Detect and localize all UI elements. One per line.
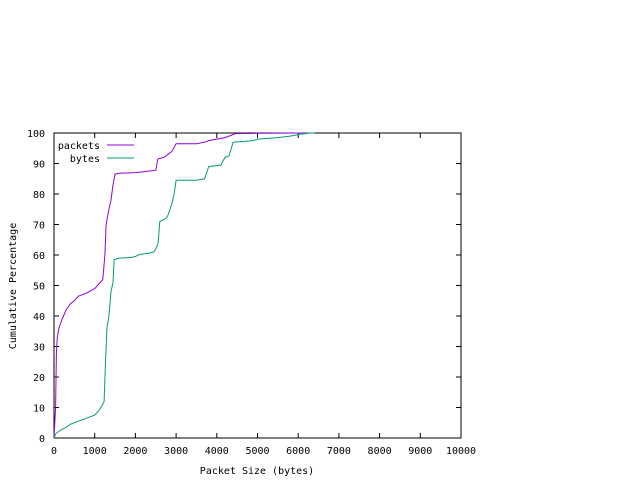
legend-label-bytes: bytes	[70, 154, 100, 165]
axis-ticks: 0 1000 2000 3000 4000 5000 6000 7000 8000 9000 100…	[27, 129, 476, 457]
y-tick-label: 50	[33, 282, 45, 293]
x-tick-label: 4000	[205, 446, 229, 457]
y-tick-label: 100	[27, 129, 45, 140]
x-tick-label: 3000	[164, 446, 188, 457]
y-tick-label: 70	[33, 221, 45, 232]
x-tick-label: 8000	[368, 446, 392, 457]
y-tick-label: 0	[39, 434, 45, 445]
x-tick-label: 0	[51, 446, 57, 457]
y-axis-label: Cumulative Percentage	[8, 223, 19, 349]
x-tick-label: 5000	[245, 446, 269, 457]
y-tick-label: 80	[33, 190, 45, 201]
y-tick-label: 20	[33, 373, 45, 384]
x-axis-label: Packet Size (bytes)	[200, 466, 314, 477]
x-tick-label: 2000	[123, 446, 147, 457]
x-tick-label: 6000	[286, 446, 310, 457]
x-tick-label: 1000	[83, 446, 107, 457]
series-line-packets	[53, 132, 311, 439]
plot-frame	[53, 132, 462, 439]
x-tick-label: 9000	[408, 446, 432, 457]
x-tick-label: 7000	[327, 446, 351, 457]
series-layer	[53, 132, 315, 439]
y-tick-label: 10	[33, 404, 45, 415]
legend-label-packets: packets	[58, 141, 100, 152]
legend: packets bytes	[58, 141, 134, 165]
series-line-bytes	[53, 132, 315, 439]
y-tick-label: 40	[33, 312, 45, 323]
y-tick-label: 60	[33, 251, 45, 262]
y-tick-label: 30	[33, 343, 45, 354]
y-tick-label: 90	[33, 160, 45, 171]
x-tick-label: 10000	[446, 446, 476, 457]
